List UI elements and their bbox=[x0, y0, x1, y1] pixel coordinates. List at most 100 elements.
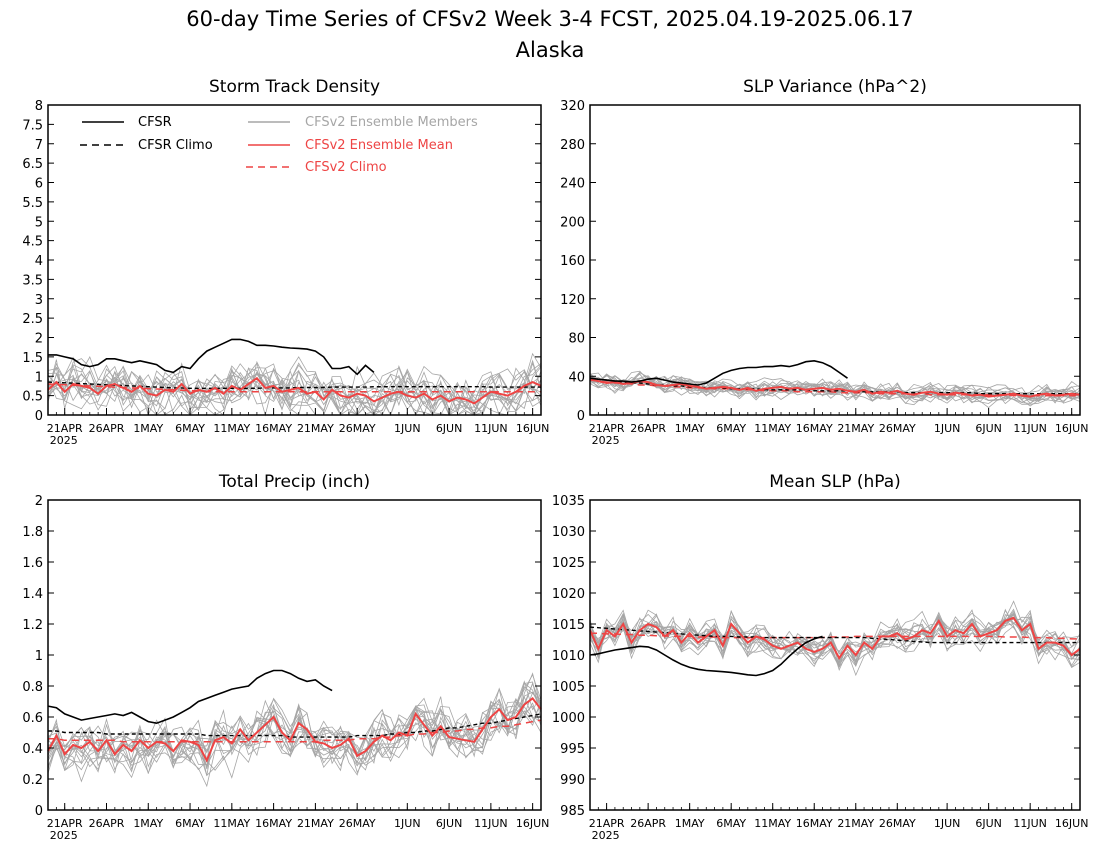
x-tick-label: 6MAY bbox=[175, 422, 205, 435]
x-tick-label: 16MAY bbox=[796, 422, 833, 435]
x-tick-label: 1JUN bbox=[394, 422, 421, 435]
y-tick-label: 0.2 bbox=[22, 773, 43, 788]
y-tick-label: 1.8 bbox=[22, 525, 43, 540]
y-tick-label: 2 bbox=[35, 332, 43, 347]
x-tick-label: 26MAY bbox=[339, 422, 376, 435]
y-tick-label: 0.4 bbox=[22, 742, 43, 757]
legend-members-label: CFSv2 Ensemble Members bbox=[305, 115, 478, 130]
y-tick-label: 985 bbox=[560, 804, 585, 819]
y-tick-label: 3 bbox=[35, 293, 43, 308]
x-tick-label: 16MAY bbox=[796, 817, 833, 830]
x-tick-label: 1MAY bbox=[133, 817, 163, 830]
y-tick-label: 6 bbox=[35, 177, 43, 192]
ensemble-mean-line bbox=[589, 616, 1081, 661]
y-tick-label: 1 bbox=[35, 649, 43, 664]
x-tick-label: 6MAY bbox=[716, 817, 746, 830]
y-tick-label: 1005 bbox=[552, 680, 585, 695]
y-tick-label: 0 bbox=[577, 409, 585, 424]
x-tick-label: 21MAY bbox=[297, 422, 334, 435]
x-tick-label: 6MAY bbox=[716, 422, 746, 435]
y-tick-label: 1025 bbox=[552, 556, 585, 571]
x-tick-label: 16JUN bbox=[1055, 422, 1089, 435]
ensemble-member-line bbox=[47, 682, 542, 768]
y-tick-label: 1015 bbox=[552, 618, 585, 633]
y-tick-label: 0.6 bbox=[22, 711, 43, 726]
ensemble-member-line bbox=[589, 374, 1081, 402]
x-tick-label: 26APR bbox=[89, 817, 125, 830]
y-tick-label: 1020 bbox=[552, 587, 585, 602]
x-tick-label: 11JUN bbox=[474, 422, 508, 435]
ensemble-member-line bbox=[589, 373, 1081, 409]
ensemble-member-line bbox=[47, 680, 542, 774]
ensemble-member-line bbox=[589, 610, 1081, 661]
x-year-label: 2025 bbox=[50, 434, 78, 447]
ensemble-mean-line bbox=[589, 378, 1081, 398]
cfsv2-climo-line bbox=[48, 719, 542, 743]
y-tick-label: 2.5 bbox=[22, 312, 43, 327]
x-year-label: 2025 bbox=[592, 829, 620, 842]
y-tick-label: 7 bbox=[35, 138, 43, 153]
legend-cfsv2-climo-label: CFSv2 Climo bbox=[305, 160, 387, 175]
figure-title: 60-day Time Series of CFSv2 Week 3-4 FCS… bbox=[186, 7, 914, 31]
x-tick-label: 1MAY bbox=[133, 422, 163, 435]
x-tick-label: 21MAY bbox=[297, 817, 334, 830]
cfsr-climo-line bbox=[589, 626, 1080, 644]
panel-mean-slp: Mean SLP (hPa) 985 990 995 1000 1005 1010 1015 1… bbox=[552, 472, 1089, 842]
y-tick-label: 4.5 bbox=[22, 235, 43, 250]
ensemble-mean-line bbox=[47, 697, 542, 763]
y-tick-label: 5.5 bbox=[22, 196, 43, 211]
legend-cfsr-label: CFSR bbox=[138, 115, 172, 130]
ensemble-member-line bbox=[47, 697, 542, 783]
panel-slp-variance: SLP Variance (hPa^2) 0 40 80 120 160 200 240 280… bbox=[560, 77, 1088, 447]
ensemble-member-line bbox=[589, 615, 1081, 658]
x-year-label: 2025 bbox=[592, 434, 620, 447]
y-tick-label: 6.5 bbox=[22, 157, 43, 172]
x-tick-label: 11JUN bbox=[1013, 422, 1047, 435]
x-tick-label: 16JUN bbox=[516, 422, 550, 435]
legend: CFSR CFSR Climo CFSv2 Ensemble Members C… bbox=[80, 115, 478, 175]
y-tick-label: 5 bbox=[35, 215, 43, 230]
y-tick-label: 240 bbox=[560, 177, 585, 192]
x-tick-label: 1JUN bbox=[934, 422, 961, 435]
panel-title: Mean SLP (hPa) bbox=[769, 472, 901, 492]
y-tick-label: 1000 bbox=[552, 711, 585, 726]
x-tick-label: 11MAY bbox=[754, 422, 791, 435]
y-tick-label: 1035 bbox=[552, 494, 585, 509]
x-tick-label: 26APR bbox=[630, 422, 666, 435]
x-tick-label: 21APR bbox=[589, 817, 625, 830]
y-tick-label: 2 bbox=[35, 494, 43, 509]
panel-title: Total Precip (inch) bbox=[218, 472, 370, 492]
y-tick-label: 1.6 bbox=[22, 556, 43, 571]
x-tick-label: 26MAY bbox=[339, 817, 376, 830]
panel-title: SLP Variance (hPa^2) bbox=[743, 77, 927, 97]
y-tick-label: 1.5 bbox=[22, 351, 43, 366]
plot-frame bbox=[589, 104, 1081, 416]
x-tick-label: 6JUN bbox=[975, 817, 1002, 830]
y-tick-label: 320 bbox=[560, 99, 585, 114]
x-tick-label: 11MAY bbox=[213, 422, 250, 435]
y-tick-label: 0 bbox=[35, 804, 43, 819]
y-tick-label: 40 bbox=[568, 370, 585, 385]
x-tick-label: 21MAY bbox=[837, 817, 874, 830]
y-tick-label: 4 bbox=[35, 254, 43, 269]
x-tick-label: 1JUN bbox=[934, 817, 961, 830]
figure-subtitle: Alaska bbox=[516, 38, 585, 62]
x-tick-label: 21APR bbox=[589, 422, 625, 435]
y-tick-label: 1 bbox=[35, 370, 43, 385]
x-tick-label: 11JUN bbox=[1013, 817, 1047, 830]
x-tick-label: 21APR bbox=[47, 422, 83, 435]
ensemble-member-line bbox=[47, 701, 542, 767]
y-tick-label: 80 bbox=[568, 332, 585, 347]
x-tick-label: 11MAY bbox=[754, 817, 791, 830]
x-tick-label: 26APR bbox=[630, 817, 666, 830]
y-tick-label: 1030 bbox=[552, 525, 585, 540]
panel-total-precip: Total Precip (inch) 0 0.2 0.4 0.6 0.8 1 1.2 1.4 1… bbox=[22, 472, 549, 842]
x-tick-label: 11JUN bbox=[474, 817, 508, 830]
x-tick-label: 1JUN bbox=[394, 817, 421, 830]
ensemble-member-line bbox=[47, 687, 542, 774]
ensemble-member-line bbox=[47, 359, 542, 417]
x-tick-label: 1MAY bbox=[675, 817, 705, 830]
ensemble-mean-line bbox=[47, 376, 542, 405]
cfsr-line bbox=[589, 635, 823, 677]
